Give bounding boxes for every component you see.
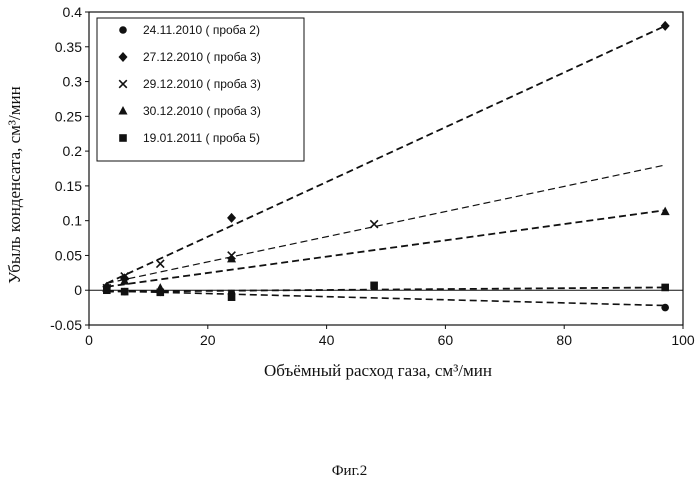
- y-tick-label: 0.25: [55, 108, 82, 124]
- data-point: [370, 282, 378, 290]
- legend-entry: 19.01.2011 ( проба 5): [143, 131, 260, 145]
- data-point: [661, 21, 670, 31]
- data-point: [156, 260, 164, 268]
- x-tick-label: 100: [671, 332, 695, 348]
- chart: -0.0500.050.10.150.20.250.30.350.4 02040…: [0, 0, 699, 460]
- x-tick-label: 60: [438, 332, 454, 348]
- x-axis-title: Объёмный расход газа, см³/мин: [264, 361, 492, 380]
- x-tick-label: 40: [319, 332, 335, 348]
- trend-line: [107, 291, 665, 306]
- trend-line: [107, 210, 665, 287]
- data-point: [661, 284, 669, 292]
- trend-line: [107, 287, 665, 291]
- figure-caption: Фиг.2: [0, 463, 699, 480]
- x-axis: 0 20 40 60 80 100: [85, 290, 695, 348]
- data-point: [227, 213, 236, 223]
- data-point: [121, 288, 129, 296]
- data-point: [156, 289, 164, 297]
- y-tick-label: 0.15: [55, 178, 82, 194]
- y-tick-label: 0.35: [55, 39, 82, 55]
- legend-entry: 27.12.2010 ( проба 3): [143, 50, 261, 64]
- legend-entry: 24.11.2010 ( проба 2): [143, 23, 260, 37]
- legend-entry: 29.12.2010 ( проба 3): [143, 77, 261, 91]
- trend-line: [107, 165, 665, 283]
- data-point: [228, 293, 236, 301]
- legend-marker: [119, 134, 127, 142]
- y-tick-label: 0.05: [55, 247, 82, 263]
- y-tick-label: 0: [74, 282, 82, 298]
- data-point: [103, 286, 111, 294]
- data-point: [370, 220, 378, 228]
- data-point: [661, 304, 669, 312]
- y-tick-label: 0.2: [63, 143, 83, 159]
- data-point: [661, 207, 670, 216]
- y-tick-label: 0.3: [63, 74, 83, 90]
- y-tick-label: -0.05: [50, 317, 82, 333]
- y-tick-label: 0.4: [63, 4, 83, 20]
- legend-entry: 30.12.2010 ( проба 3): [143, 104, 261, 118]
- x-tick-label: 20: [200, 332, 216, 348]
- y-axis-title: Убыль конденсата, см³/мин: [5, 86, 24, 283]
- x-tick-label: 80: [556, 332, 572, 348]
- y-tick-label: 0.1: [63, 213, 83, 229]
- legend: 24.11.2010 ( проба 2) 27.12.2010 ( проба …: [97, 18, 304, 161]
- x-tick-label: 0: [85, 332, 93, 348]
- y-axis: -0.05 0 0.05 0.1 0.15 0.2 0.25 0.3 0.35 0.4: [50, 4, 89, 333]
- legend-marker: [119, 26, 127, 34]
